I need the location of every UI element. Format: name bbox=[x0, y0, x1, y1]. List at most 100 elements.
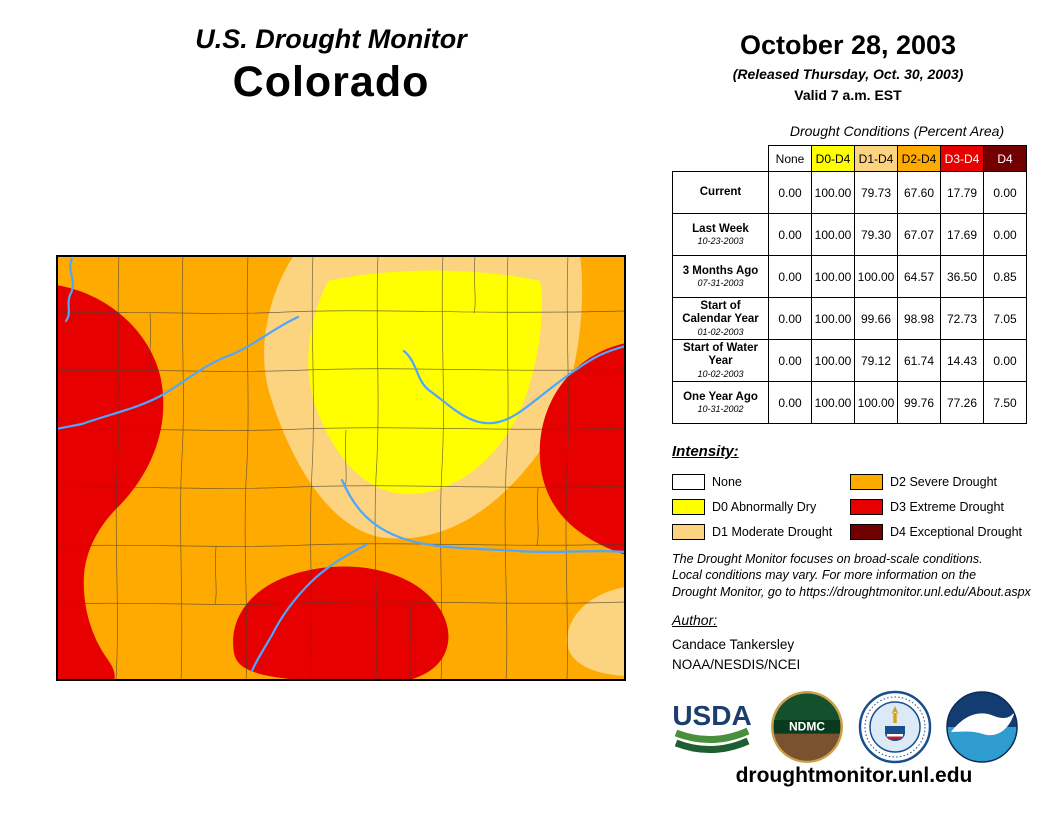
table-cell: 99.66 bbox=[854, 297, 898, 340]
col-header-d2-d4: D2-D4 bbox=[897, 145, 941, 172]
commerce-ring-text bbox=[864, 696, 926, 758]
usda-logo: USDA bbox=[672, 700, 752, 754]
report-title-block: U.S. Drought Monitor Colorado bbox=[0, 24, 662, 107]
table-cell: 61.74 bbox=[897, 339, 941, 382]
table-cell: 100.00 bbox=[811, 381, 855, 424]
table-cell: 0.00 bbox=[768, 339, 812, 382]
ndmc-lower-field bbox=[774, 734, 840, 761]
author-name: Candace Tankersley bbox=[672, 637, 795, 652]
row-date: 07-31-2003 bbox=[697, 277, 744, 288]
legend-label: D0 Abnormally Dry bbox=[712, 499, 817, 514]
table-cell: 100.00 bbox=[811, 213, 855, 256]
legend-item-none: None bbox=[672, 469, 850, 494]
table-cell: 79.12 bbox=[854, 339, 898, 382]
noaa-outline bbox=[946, 691, 1018, 763]
river-arkansas bbox=[340, 478, 625, 554]
table-cell: 100.00 bbox=[811, 297, 855, 340]
table-cell: 17.69 bbox=[940, 213, 984, 256]
colorado-drought-map bbox=[56, 255, 626, 681]
row-date: 10-31-2002 bbox=[697, 403, 744, 414]
table-row-start-calendar-year: Start of Calendar Year 01-02-2003 0.00 10… bbox=[672, 297, 1027, 340]
row-date: 10-23-2003 bbox=[697, 235, 744, 246]
drought-region-d1-southeast bbox=[566, 587, 625, 676]
table-cell: 0.00 bbox=[768, 213, 812, 256]
ndmc-logo: NDMC bbox=[771, 691, 843, 763]
legend-label: D1 Moderate Drought bbox=[712, 524, 833, 539]
release-date-line: (Released Thursday, Oct. 30, 2003) bbox=[732, 66, 964, 82]
disclaimer-text: The Drought Monitor focuses on broad-sca… bbox=[672, 552, 1031, 599]
table-row-3-months-ago: 3 Months Ago 07-31-2003 0.00 100.00 100.0… bbox=[672, 255, 1027, 298]
table-cell: 17.79 bbox=[940, 171, 984, 214]
commerce-torch-flame bbox=[891, 706, 899, 714]
table-cell: 100.00 bbox=[811, 171, 855, 214]
drought-region-d0-center bbox=[308, 270, 543, 495]
table-title: Drought Conditions (Percent Area) bbox=[789, 123, 1005, 139]
legend-swatch-d1 bbox=[672, 523, 705, 540]
table-cell: 98.98 bbox=[897, 297, 941, 340]
col-header-none: None bbox=[768, 145, 812, 172]
commerce-shield-stripe-white bbox=[887, 734, 903, 737]
date-block: October 28, 2003 (Released Thursday, Oct… bbox=[640, 30, 1056, 103]
intensity-legend: Intensity: None D0 Abnormally Dry D1 Mod… bbox=[672, 443, 1044, 544]
table-row-one-year-ago: One Year Ago 10-31-2002 0.00 100.00 100.0… bbox=[672, 381, 1027, 424]
table-cell: 0.00 bbox=[768, 255, 812, 298]
table-row-last-week: Last Week 10-23-2003 0.00 100.00 79.30 67… bbox=[672, 213, 1027, 256]
table-cell: 100.00 bbox=[811, 255, 855, 298]
county-boundaries bbox=[57, 256, 625, 680]
commerce-torch bbox=[893, 713, 897, 723]
drought-conditions-table: None D0-D4 D1-D4 D2-D4 D3-D4 D4 Current … bbox=[672, 145, 1027, 424]
legend-swatch-none bbox=[672, 473, 705, 490]
legend-swatch-d3 bbox=[850, 498, 883, 515]
legend-label: D4 Exceptional Drought bbox=[890, 524, 1023, 539]
noaa-gull bbox=[951, 711, 1015, 736]
author-heading: Author: bbox=[672, 612, 718, 628]
row-label: Current bbox=[699, 185, 742, 198]
river-rio-grande bbox=[250, 543, 368, 673]
legend-swatch-d2 bbox=[850, 473, 883, 490]
table-cell: 7.05 bbox=[983, 297, 1027, 340]
legend-item-d0: D0 Abnormally Dry bbox=[672, 494, 850, 519]
legend-item-d1: D1 Moderate Drought bbox=[672, 519, 850, 544]
commerce-seal-logo bbox=[858, 690, 932, 764]
rivers bbox=[57, 257, 625, 673]
table-cell: 0.00 bbox=[983, 339, 1027, 382]
table-cell: 14.43 bbox=[940, 339, 984, 382]
table-corner-cell bbox=[672, 145, 769, 172]
legend-label: D3 Extreme Drought bbox=[890, 499, 1004, 514]
table-cell: 0.00 bbox=[768, 297, 812, 340]
drought-region-d3-south bbox=[233, 566, 449, 680]
table-cell: 67.07 bbox=[897, 213, 941, 256]
table-cell: 0.00 bbox=[768, 381, 812, 424]
usda-swoosh-dark bbox=[674, 737, 750, 754]
table-row-start-water-year: Start of Water Year 10-02-2003 0.00 100.0… bbox=[672, 339, 1027, 382]
table-cell: 36.50 bbox=[940, 255, 984, 298]
river-northwest bbox=[64, 257, 74, 323]
river-south-platte bbox=[402, 345, 625, 425]
usda-swoosh-light bbox=[674, 727, 750, 744]
table-cell: 64.57 bbox=[897, 255, 941, 298]
row-label: Start of Water Year bbox=[683, 342, 758, 368]
table-cell: 72.73 bbox=[940, 297, 984, 340]
legend-item-d3: D3 Extreme Drought bbox=[850, 494, 1044, 519]
table-cell: 100.00 bbox=[854, 255, 898, 298]
col-header-d0-d4: D0-D4 bbox=[811, 145, 855, 172]
ndmc-logo-text: NDMC bbox=[789, 720, 825, 734]
table-cell: 67.60 bbox=[897, 171, 941, 214]
table-cell: 0.00 bbox=[768, 171, 812, 214]
row-label: One Year Ago bbox=[683, 390, 758, 403]
legend-swatch-d0 bbox=[672, 498, 705, 515]
table-cell: 79.73 bbox=[854, 171, 898, 214]
row-date: 10-02-2003 bbox=[697, 368, 744, 379]
river-colorado bbox=[57, 315, 300, 430]
state-border bbox=[56, 255, 626, 681]
table-cell: 7.50 bbox=[983, 381, 1027, 424]
table-header-row: None D0-D4 D1-D4 D2-D4 D3-D4 D4 bbox=[672, 145, 1027, 172]
table-cell: 77.26 bbox=[940, 381, 984, 424]
table-cell: 0.00 bbox=[983, 171, 1027, 214]
row-label: Last Week bbox=[692, 222, 749, 235]
drought-region-d3-east bbox=[539, 343, 625, 555]
table-cell: 100.00 bbox=[854, 381, 898, 424]
ndmc-banner bbox=[774, 720, 840, 733]
legend-label: None bbox=[712, 474, 742, 489]
